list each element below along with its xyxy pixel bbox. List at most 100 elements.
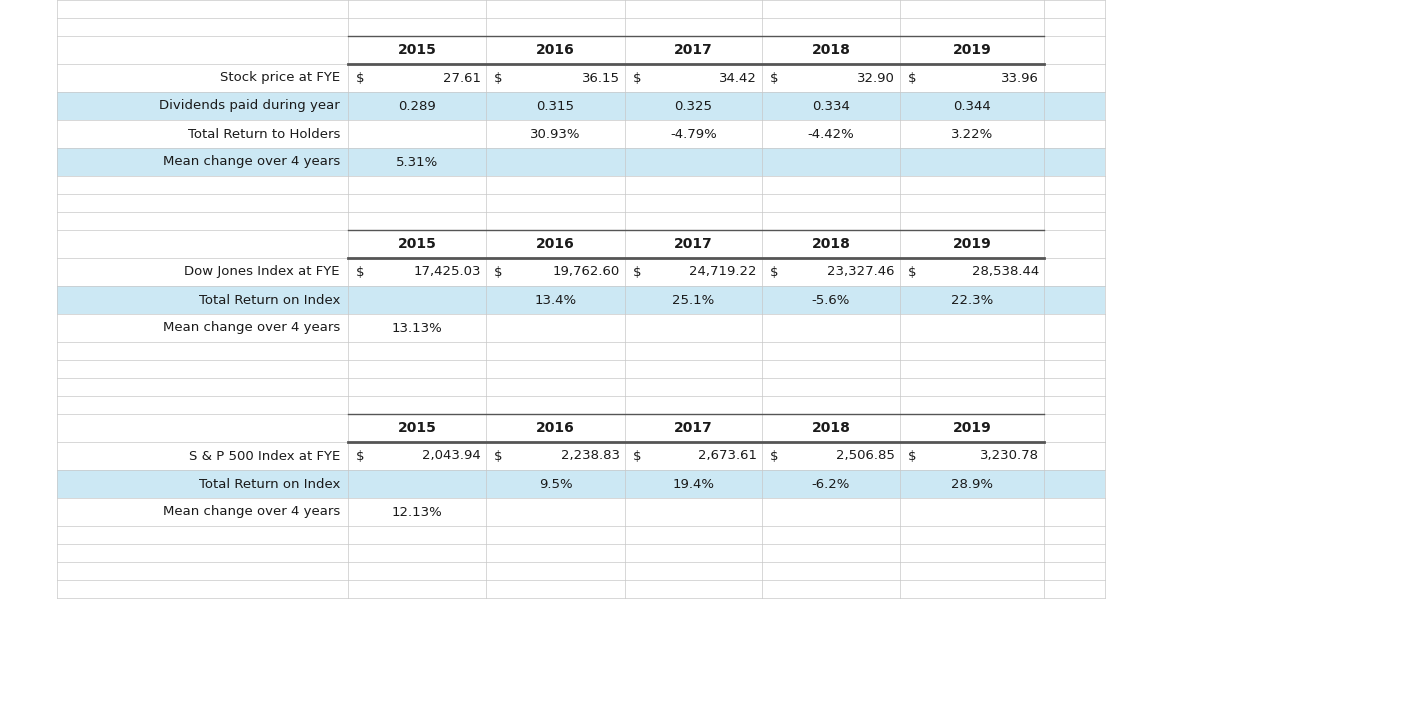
Text: 9.5%: 9.5%	[539, 477, 573, 490]
Text: $: $	[357, 265, 365, 278]
Bar	[57, 286, 1106, 314]
Bar	[57, 92, 1106, 120]
Text: 13.13%: 13.13%	[392, 322, 442, 335]
Text: Mean change over 4 years: Mean change over 4 years	[163, 322, 340, 335]
Text: 22.3%: 22.3%	[951, 294, 993, 307]
Text: $: $	[495, 72, 503, 85]
Bar	[57, 314, 1106, 342]
Text: Mean change over 4 years: Mean change over 4 years	[163, 505, 340, 518]
Text: 25.1%: 25.1%	[672, 294, 715, 307]
Text: $: $	[495, 265, 503, 278]
Text: 32.90: 32.90	[857, 72, 895, 85]
Bar	[57, 148, 1106, 176]
Text: 2015: 2015	[398, 421, 436, 435]
Text: -6.2%: -6.2%	[811, 477, 850, 490]
Bar	[57, 36, 1106, 64]
Bar	[57, 0, 1106, 18]
Text: 28.9%: 28.9%	[951, 477, 993, 490]
Text: 2018: 2018	[811, 237, 850, 251]
Text: $: $	[357, 72, 365, 85]
Text: $: $	[495, 450, 503, 463]
Text: Total Return to Holders: Total Return to Holders	[188, 127, 340, 140]
Text: 2,043.94: 2,043.94	[422, 450, 480, 463]
Text: 19.4%: 19.4%	[672, 477, 715, 490]
Text: 0.289: 0.289	[398, 100, 436, 113]
Bar	[57, 64, 1106, 92]
Text: 2015: 2015	[398, 43, 436, 57]
Text: 27.61: 27.61	[443, 72, 480, 85]
Text: 2016: 2016	[536, 421, 576, 435]
Text: -4.79%: -4.79%	[671, 127, 716, 140]
Bar	[57, 580, 1106, 598]
Bar	[57, 442, 1106, 470]
Text: 3,230.78: 3,230.78	[980, 450, 1039, 463]
Text: 12.13%: 12.13%	[392, 505, 442, 518]
Text: Total Return on Index: Total Return on Index	[199, 294, 340, 307]
Bar	[57, 342, 1106, 360]
Bar	[57, 258, 1106, 286]
Text: 34.42: 34.42	[719, 72, 757, 85]
Text: 0.344: 0.344	[953, 100, 990, 113]
Text: 33.96: 33.96	[1002, 72, 1039, 85]
Text: 19,762.60: 19,762.60	[553, 265, 620, 278]
Bar	[57, 544, 1106, 562]
Text: 2019: 2019	[952, 43, 992, 57]
Text: 0.334: 0.334	[811, 100, 850, 113]
Text: $: $	[908, 72, 917, 85]
Text: 23,327.46: 23,327.46	[827, 265, 895, 278]
Text: 2016: 2016	[536, 43, 576, 57]
Text: 2015: 2015	[398, 237, 436, 251]
Text: 2017: 2017	[674, 421, 713, 435]
Text: Dow Jones Index at FYE: Dow Jones Index at FYE	[185, 265, 340, 278]
Text: -5.6%: -5.6%	[811, 294, 850, 307]
Text: $: $	[632, 450, 641, 463]
Text: Stock price at FYE: Stock price at FYE	[220, 72, 340, 85]
Text: 13.4%: 13.4%	[534, 294, 577, 307]
Bar	[57, 360, 1106, 378]
Text: Total Return on Index: Total Return on Index	[199, 477, 340, 490]
Text: 36.15: 36.15	[583, 72, 620, 85]
Bar	[57, 120, 1106, 148]
Text: 2019: 2019	[952, 421, 992, 435]
Text: 2019: 2019	[952, 237, 992, 251]
Bar	[57, 414, 1106, 442]
Bar	[57, 562, 1106, 580]
Text: 0.315: 0.315	[537, 100, 574, 113]
Bar	[57, 194, 1106, 212]
Text: 28,538.44: 28,538.44	[972, 265, 1039, 278]
Text: $: $	[632, 265, 641, 278]
Bar	[57, 230, 1106, 258]
Text: 3.22%: 3.22%	[951, 127, 993, 140]
Text: $: $	[770, 72, 779, 85]
Text: 2,238.83: 2,238.83	[561, 450, 620, 463]
Bar	[57, 212, 1106, 230]
Text: S & P 500 Index at FYE: S & P 500 Index at FYE	[189, 450, 340, 463]
Text: $: $	[632, 72, 641, 85]
Text: 2,673.61: 2,673.61	[698, 450, 757, 463]
Text: 2017: 2017	[674, 237, 713, 251]
Text: $: $	[908, 265, 917, 278]
Text: $: $	[357, 450, 365, 463]
Text: $: $	[770, 265, 779, 278]
Text: 2017: 2017	[674, 43, 713, 57]
Bar	[57, 526, 1106, 544]
Bar	[57, 470, 1106, 498]
Bar	[57, 396, 1106, 414]
Bar	[57, 176, 1106, 194]
Text: $: $	[770, 450, 779, 463]
Bar	[57, 498, 1106, 526]
Text: $: $	[908, 450, 917, 463]
Text: Dividends paid during year: Dividends paid during year	[159, 100, 340, 113]
Bar	[57, 18, 1106, 36]
Text: 5.31%: 5.31%	[396, 155, 438, 168]
Text: 2018: 2018	[811, 43, 850, 57]
Text: Mean change over 4 years: Mean change over 4 years	[163, 155, 340, 168]
Text: 2,506.85: 2,506.85	[836, 450, 895, 463]
Text: 30.93%: 30.93%	[530, 127, 581, 140]
Text: 24,719.22: 24,719.22	[689, 265, 757, 278]
Text: -4.42%: -4.42%	[807, 127, 854, 140]
Text: 2016: 2016	[536, 237, 576, 251]
Text: 2018: 2018	[811, 421, 850, 435]
Text: 0.325: 0.325	[675, 100, 712, 113]
Bar	[57, 378, 1106, 396]
